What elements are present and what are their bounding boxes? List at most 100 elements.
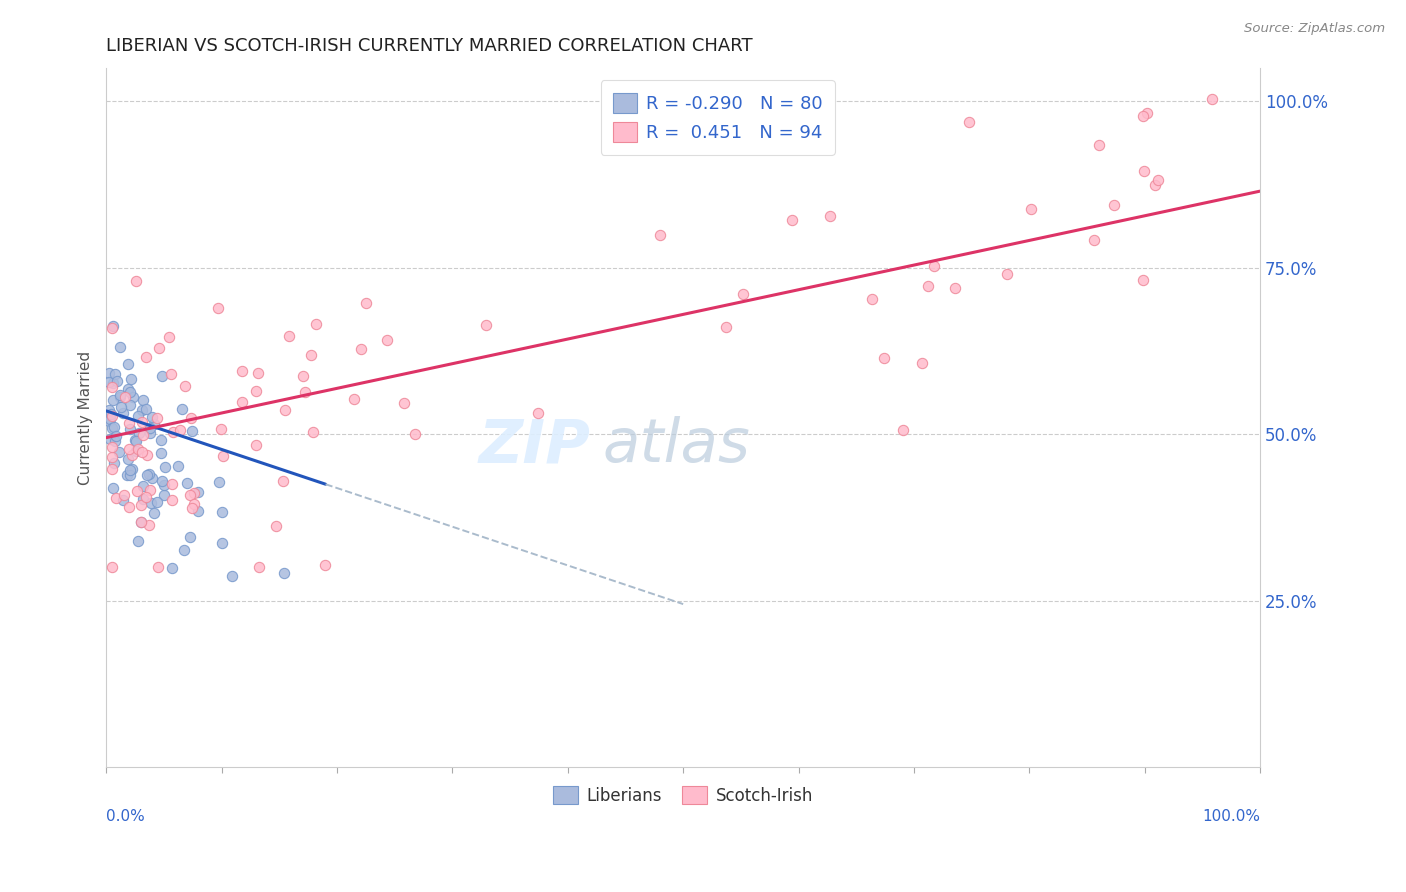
Point [110,401,132,415]
Point [135,468,157,483]
Point [150,368,173,383]
Point [117,451,139,466]
Point [149,433,172,447]
Point [278,329,301,343]
Point [127,409,149,424]
Point [146,495,169,509]
Point [169,423,191,437]
Point [172,402,194,417]
Point [108,340,131,354]
Point [121,390,143,404]
Point [97,366,120,380]
Point [173,542,195,557]
Point [124,434,146,448]
Point [231,364,253,378]
Point [187,503,209,517]
Point [118,416,141,430]
Point [118,500,141,515]
Point [124,444,146,458]
Point [143,507,166,521]
Point [211,535,233,549]
Point [136,448,159,462]
Point [101,481,124,495]
Point [873,351,896,366]
Point [120,463,142,477]
Point [143,417,166,432]
Point [138,518,160,533]
Point [125,484,148,499]
Point [160,492,183,507]
Point [141,471,163,485]
Point [150,474,173,488]
Point [187,484,209,499]
Point [179,488,201,502]
Point [138,467,160,482]
Point [115,467,138,482]
Point [149,446,172,460]
Point [105,374,128,388]
Point [135,401,157,416]
Point [153,478,176,492]
Point [101,320,124,334]
Point [211,505,233,519]
Point [404,427,426,442]
Point [527,405,550,419]
Point [139,483,162,497]
Point [1088,138,1111,153]
Point [183,497,205,511]
Point [231,395,253,409]
Point [782,213,804,227]
Point [180,411,202,425]
Point [245,384,267,398]
Text: ZIP: ZIP [479,416,591,475]
Point [105,429,128,443]
Point [155,459,177,474]
Point [1132,273,1154,287]
Text: Source: ZipAtlas.com: Source: ZipAtlas.com [1244,22,1385,36]
Point [160,561,183,575]
Point [292,369,315,384]
Point [141,409,163,424]
Point [125,434,148,448]
Point [139,421,162,435]
Point [246,366,269,380]
Point [274,403,297,417]
Point [299,348,322,362]
Point [1083,233,1105,247]
Point [118,399,141,413]
Point [733,286,755,301]
Point [104,434,127,448]
Point [121,448,143,462]
Point [157,330,180,344]
Point [103,456,125,470]
Point [375,333,398,347]
Point [129,516,152,530]
Point [860,292,883,306]
Point [148,341,170,355]
Point [146,410,169,425]
Point [1147,173,1170,187]
Point [153,488,176,502]
Point [135,350,157,364]
Point [1133,163,1156,178]
Point [181,501,204,516]
Point [108,390,131,404]
Point [294,384,316,399]
Text: atlas: atlas [602,416,751,475]
Point [120,468,142,483]
Point [128,425,150,440]
Point [127,534,149,549]
Point [392,396,415,410]
Point [98,412,121,426]
Point [139,496,162,510]
Point [97,414,120,428]
Point [131,415,153,429]
Point [117,383,139,397]
Point [98,433,121,447]
Point [101,420,124,434]
Point [820,209,842,223]
Point [209,422,232,436]
Point [121,462,143,476]
Point [129,515,152,529]
Point [1136,106,1159,120]
